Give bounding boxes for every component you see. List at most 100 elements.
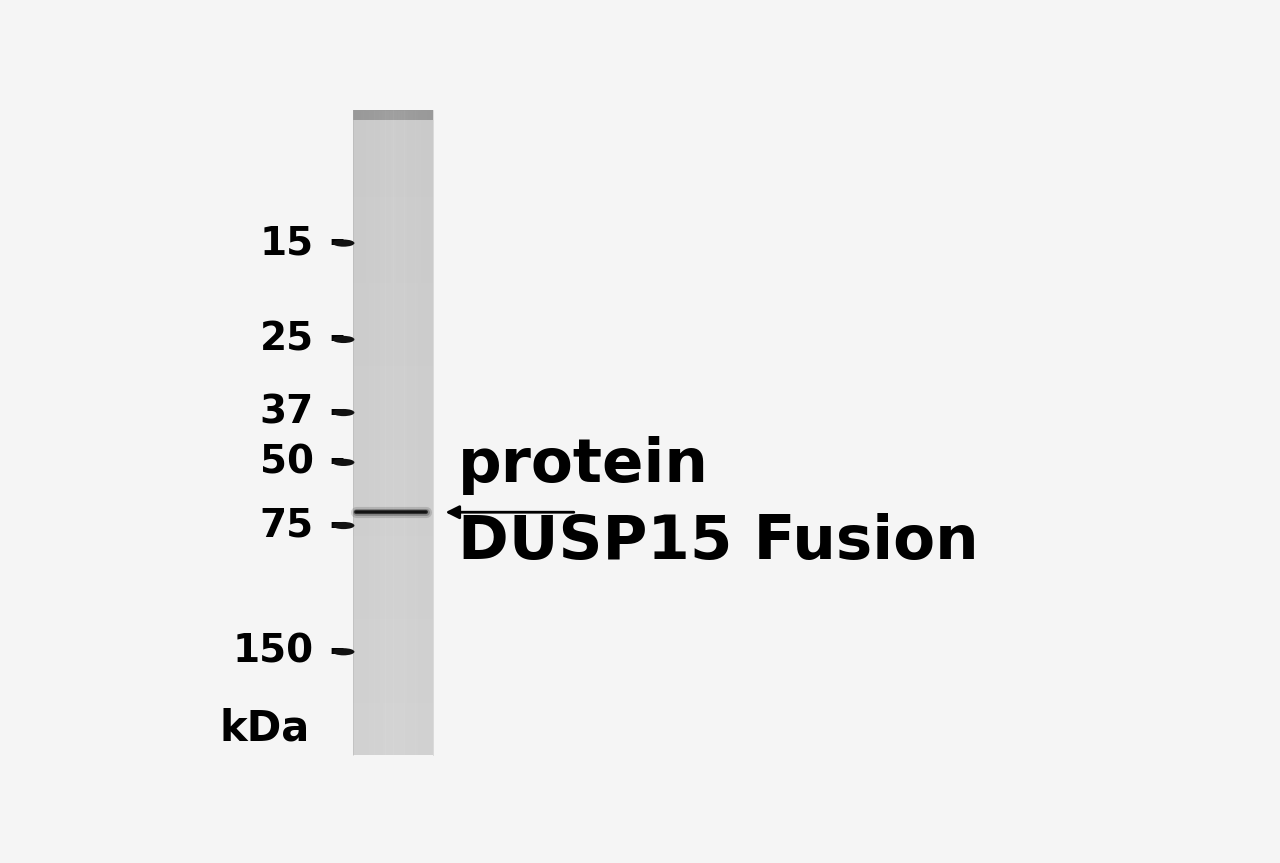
- Bar: [353, 326, 433, 328]
- Bar: [353, 532, 433, 534]
- Bar: [353, 475, 433, 476]
- Bar: [353, 444, 433, 445]
- Bar: [353, 658, 433, 659]
- Bar: [353, 740, 433, 742]
- Bar: [353, 614, 433, 616]
- Bar: [353, 526, 433, 527]
- Bar: [353, 573, 433, 574]
- Bar: [353, 468, 433, 469]
- Bar: [353, 626, 433, 627]
- Bar: [353, 343, 433, 345]
- Text: -: -: [316, 224, 346, 262]
- Bar: [353, 317, 433, 318]
- Bar: [353, 600, 433, 602]
- Bar: [353, 260, 433, 261]
- Bar: [353, 450, 433, 452]
- Text: kDa: kDa: [220, 707, 310, 749]
- Bar: [353, 631, 433, 633]
- Bar: [353, 452, 433, 453]
- Bar: [353, 258, 433, 260]
- Bar: [353, 250, 433, 252]
- Bar: [353, 215, 433, 217]
- Bar: [353, 180, 433, 181]
- Bar: [353, 278, 433, 280]
- Bar: [353, 555, 433, 557]
- Bar: [353, 705, 433, 707]
- Bar: [353, 531, 433, 532]
- Bar: [353, 268, 433, 270]
- Bar: [353, 137, 433, 139]
- Bar: [353, 620, 433, 621]
- Bar: [353, 689, 433, 690]
- Bar: [353, 529, 433, 531]
- Bar: [353, 438, 433, 439]
- Bar: [353, 679, 433, 681]
- Bar: [353, 189, 433, 191]
- Bar: [353, 442, 433, 444]
- Bar: [353, 482, 433, 484]
- Bar: [353, 687, 433, 689]
- Bar: [353, 550, 433, 551]
- Bar: [353, 331, 433, 332]
- Bar: [353, 381, 433, 382]
- Bar: [353, 700, 433, 702]
- Ellipse shape: [333, 648, 355, 655]
- Bar: [353, 445, 433, 447]
- Bar: [353, 646, 433, 648]
- Bar: [353, 218, 433, 220]
- Bar: [353, 265, 433, 267]
- Bar: [353, 728, 433, 729]
- Bar: [353, 304, 433, 306]
- Bar: [353, 224, 433, 226]
- Bar: [353, 455, 433, 457]
- Bar: [353, 136, 433, 137]
- Bar: [353, 521, 433, 523]
- Bar: [353, 174, 433, 176]
- Bar: [353, 117, 433, 118]
- Bar: [353, 670, 433, 671]
- Bar: [353, 513, 433, 514]
- Bar: [353, 708, 433, 709]
- Bar: [353, 674, 433, 676]
- Bar: [353, 412, 433, 413]
- Bar: [353, 718, 433, 720]
- Bar: [353, 129, 433, 131]
- Bar: [353, 284, 433, 286]
- Bar: [353, 681, 433, 683]
- Bar: [353, 167, 433, 168]
- Bar: [353, 389, 433, 391]
- Bar: [353, 400, 433, 402]
- Bar: [353, 534, 433, 536]
- Bar: [353, 267, 433, 268]
- Bar: [353, 395, 433, 397]
- Bar: [353, 587, 433, 589]
- Bar: [353, 671, 433, 672]
- Bar: [353, 150, 433, 152]
- Bar: [353, 462, 433, 463]
- Bar: [353, 384, 433, 386]
- Text: -: -: [316, 320, 346, 358]
- Bar: [353, 392, 433, 394]
- Bar: [353, 558, 433, 560]
- Bar: [353, 423, 433, 425]
- Bar: [353, 610, 433, 611]
- Bar: [353, 463, 433, 464]
- Bar: [353, 289, 433, 291]
- Bar: [353, 336, 433, 337]
- Bar: [353, 244, 433, 246]
- Bar: [353, 334, 433, 336]
- Bar: [353, 447, 433, 449]
- Bar: [353, 410, 433, 412]
- Bar: [353, 154, 433, 155]
- Bar: [353, 406, 433, 408]
- Bar: [353, 249, 433, 250]
- Bar: [353, 237, 433, 239]
- Bar: [353, 324, 433, 326]
- Bar: [353, 458, 433, 460]
- Bar: [353, 131, 433, 133]
- Bar: [353, 753, 433, 755]
- Bar: [353, 616, 433, 618]
- Bar: [353, 574, 433, 576]
- Bar: [353, 367, 433, 368]
- Bar: [353, 261, 433, 263]
